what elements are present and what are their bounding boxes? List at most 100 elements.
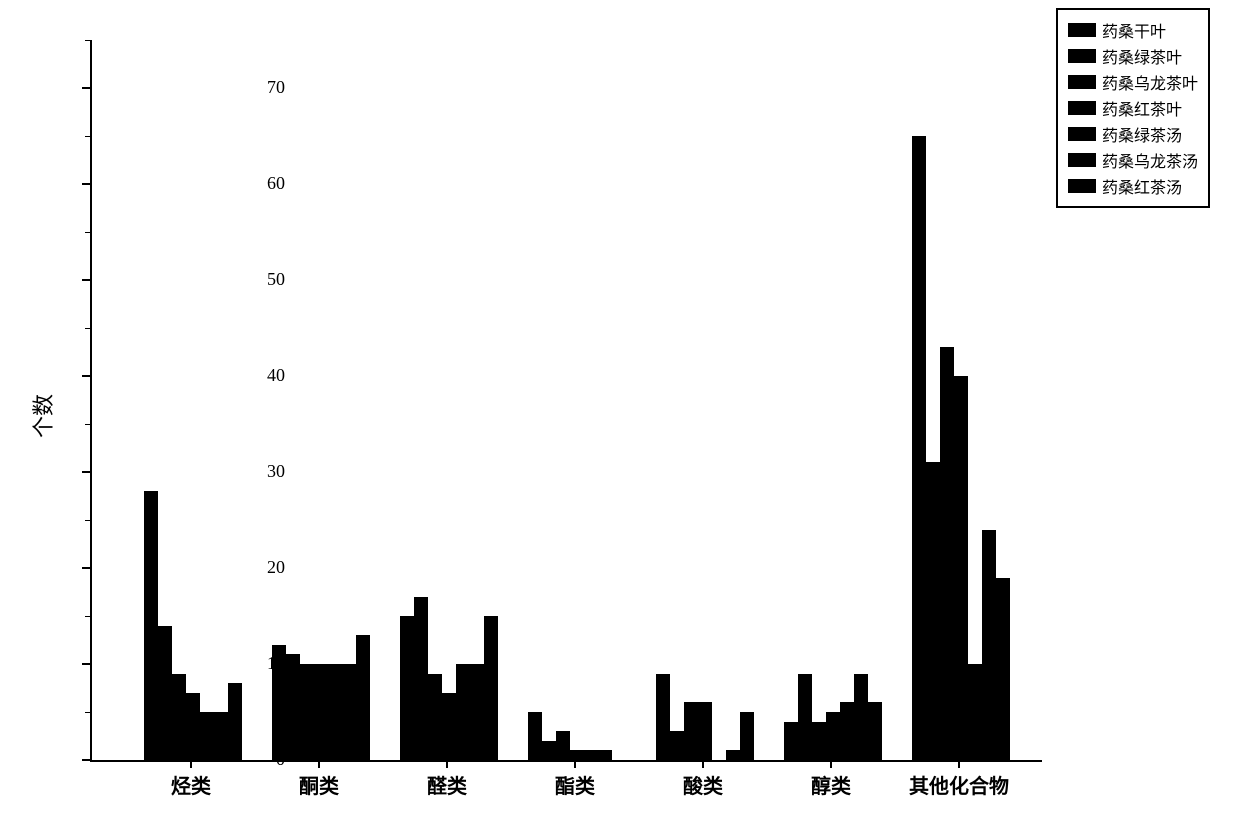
y-tick-label: 20: [245, 557, 285, 578]
bar: [414, 597, 428, 760]
y-minor-tick: [85, 712, 90, 713]
y-tick-mark: [82, 663, 90, 665]
bar: [868, 702, 882, 760]
bar: [954, 376, 968, 760]
bar: [698, 702, 712, 760]
bar: [484, 616, 498, 760]
bar: [144, 491, 158, 760]
bar: [912, 136, 926, 760]
bar: [570, 750, 584, 760]
x-category-label: 酸类: [643, 770, 763, 799]
bar: [840, 702, 854, 760]
bar: [400, 616, 414, 760]
bar: [826, 712, 840, 760]
bar: [542, 741, 556, 760]
y-tick-mark: [82, 759, 90, 761]
legend-label: 药桑红茶汤: [1102, 174, 1182, 198]
bar: [528, 712, 542, 760]
bar: [598, 750, 612, 760]
legend-swatch: [1068, 153, 1096, 167]
bar: [968, 664, 982, 760]
bar: [286, 654, 300, 760]
bar: [172, 674, 186, 760]
legend-swatch: [1068, 101, 1096, 115]
x-tick-mark: [318, 760, 320, 768]
bar: [442, 693, 456, 760]
bar: [996, 578, 1010, 760]
bar: [228, 683, 242, 760]
legend-item: 药桑红茶叶: [1068, 96, 1198, 120]
x-tick-mark: [446, 760, 448, 768]
bar: [214, 712, 228, 760]
y-tick-label: 40: [245, 365, 285, 386]
legend-label: 药桑乌龙茶汤: [1102, 148, 1198, 172]
legend-item: 药桑乌龙茶叶: [1068, 70, 1198, 94]
legend-label: 药桑红茶叶: [1102, 96, 1182, 120]
y-minor-tick: [85, 136, 90, 137]
bar: [328, 664, 342, 760]
bar: [556, 731, 570, 760]
y-minor-tick: [85, 424, 90, 425]
legend-swatch: [1068, 75, 1096, 89]
x-category-label: 酯类: [515, 770, 635, 799]
bar: [656, 674, 670, 760]
legend-item: 药桑干叶: [1068, 18, 1198, 42]
bar: [456, 664, 470, 760]
x-category-label: 醇类: [771, 770, 891, 799]
bar: [470, 664, 484, 760]
bar: [726, 750, 740, 760]
legend-item: 药桑乌龙茶汤: [1068, 148, 1198, 172]
bar: [670, 731, 684, 760]
legend-swatch: [1068, 179, 1096, 193]
bar: [740, 712, 754, 760]
y-tick-label: 10: [245, 653, 285, 674]
y-minor-tick: [85, 520, 90, 521]
y-minor-tick: [85, 40, 90, 41]
bar: [300, 664, 314, 760]
y-tick-mark: [82, 375, 90, 377]
y-tick-label: 50: [245, 269, 285, 290]
y-tick-mark: [82, 279, 90, 281]
bar: [158, 626, 172, 760]
bar: [356, 635, 370, 760]
x-tick-mark: [958, 760, 960, 768]
legend-label: 药桑绿茶汤: [1102, 122, 1182, 146]
y-tick-mark: [82, 471, 90, 473]
x-category-label: 烃类: [131, 770, 251, 799]
chart-container: 个数 药桑干叶药桑绿茶叶药桑乌龙茶叶药桑红茶叶药桑绿茶汤药桑乌龙茶汤药桑红茶汤 …: [0, 0, 1240, 835]
y-tick-mark: [82, 183, 90, 185]
legend-label: 药桑乌龙茶叶: [1102, 70, 1198, 94]
y-tick-label: 60: [245, 173, 285, 194]
plot-area: [90, 40, 1042, 762]
legend-item: 药桑绿茶叶: [1068, 44, 1198, 68]
bar: [798, 674, 812, 760]
x-tick-mark: [702, 760, 704, 768]
bar: [784, 722, 798, 760]
y-axis-label: 个数: [26, 394, 58, 438]
bar: [584, 750, 598, 760]
x-category-label: 醛类: [387, 770, 507, 799]
bar: [200, 712, 214, 760]
x-tick-mark: [574, 760, 576, 768]
legend-item: 药桑绿茶汤: [1068, 122, 1198, 146]
legend-swatch: [1068, 127, 1096, 141]
y-tick-mark: [82, 87, 90, 89]
x-tick-mark: [830, 760, 832, 768]
bar: [684, 702, 698, 760]
x-category-label: 其他化合物: [899, 770, 1019, 799]
legend-label: 药桑干叶: [1102, 18, 1166, 42]
bar: [186, 693, 200, 760]
bar: [314, 664, 328, 760]
bar: [812, 722, 826, 760]
y-minor-tick: [85, 328, 90, 329]
bar: [428, 674, 442, 760]
y-tick-label: 30: [245, 461, 285, 482]
y-minor-tick: [85, 232, 90, 233]
legend-label: 药桑绿茶叶: [1102, 44, 1182, 68]
y-minor-tick: [85, 616, 90, 617]
bar: [940, 347, 954, 760]
bar: [982, 530, 996, 760]
legend-item: 药桑红茶汤: [1068, 174, 1198, 198]
y-tick-mark: [82, 567, 90, 569]
y-tick-label: 70: [245, 77, 285, 98]
